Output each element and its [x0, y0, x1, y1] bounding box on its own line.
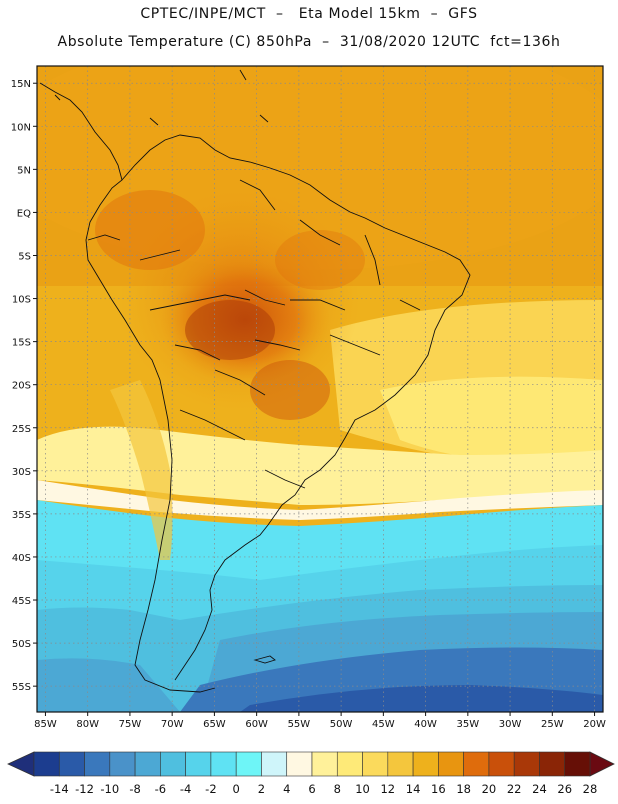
lat-tick-label: 15S: [12, 338, 31, 349]
map-title-line-1: CPTEC/INPE/MCT – Eta Model 15km – GFS: [140, 6, 478, 22]
colorbar-label: -8: [129, 782, 140, 796]
colorbar-swatch: [311, 751, 338, 777]
colorbar-swatch: [134, 751, 161, 777]
colorbar-swatch: [160, 751, 186, 777]
colorbar-label: 12: [380, 782, 395, 796]
colorbar-label: 6: [308, 782, 315, 796]
colorbar-swatch: [513, 751, 540, 777]
colorbar-swatch: [185, 751, 212, 777]
map-title-line-2: Absolute Temperature (C) 850hPa – 31/08/…: [57, 34, 561, 50]
lon-tick-label: 25W: [541, 719, 564, 730]
colorbar-swatch: [463, 751, 490, 777]
colorbar-swatch: [387, 751, 414, 777]
lat-tick-label: 10S: [12, 295, 31, 306]
colorbar-label: 24: [532, 782, 547, 796]
colorbar-label: -6: [155, 782, 166, 796]
lat-tick-label: 5S: [18, 251, 31, 262]
lat-tick-label: 40S: [12, 553, 31, 564]
colorbar-label: 18: [456, 782, 471, 796]
colorbar-label: 4: [283, 782, 290, 796]
colorbar-swatch: [438, 751, 464, 777]
colorbar-label: -10: [100, 782, 119, 796]
colorbar-swatch: [210, 751, 237, 777]
lon-tick-label: 55W: [288, 719, 311, 730]
colorbar-swatch: [261, 751, 288, 777]
longitude-labels: 85W 80W 75W 70W 65W 60W 55W 50W 45W 40W 35W 30W 25W 2…: [34, 712, 606, 730]
colorbar-swatch: [58, 751, 85, 777]
lon-tick-label: 70W: [161, 719, 184, 730]
colorbar-label: 8: [334, 782, 341, 796]
temperature-field: [37, 66, 603, 712]
colorbar-label: 20: [482, 782, 497, 796]
colorbar-label: 26: [557, 782, 572, 796]
colorbar-label: -12: [75, 782, 94, 796]
field-pale-band: [37, 426, 603, 505]
lat-tick-label: 20S: [12, 381, 31, 392]
colorbar-label: -2: [205, 782, 216, 796]
colorbar-swatch: [488, 751, 515, 777]
lat-tick-label: 25S: [12, 424, 31, 435]
lon-tick-label: 65W: [203, 719, 226, 730]
colorbar-label: 10: [355, 782, 370, 796]
lat-tick-label: 30S: [12, 467, 31, 478]
colorbar-label: 14: [406, 782, 421, 796]
lat-tick-label: 45S: [12, 596, 31, 607]
colorbar-swatch: [235, 751, 262, 777]
colorbar-swatch: [564, 751, 591, 777]
lon-tick-label: 45W: [372, 719, 395, 730]
colorbar-swatch: [336, 751, 363, 777]
lon-tick-label: 20W: [583, 719, 606, 730]
lat-tick-label: 35S: [12, 510, 31, 521]
colorbar-swatch: [286, 751, 313, 777]
latitude-labels: 15N 10N 5N EQ 5S 10S 15S 20S 25S 30S 35S 40S 45S 50S 5…: [11, 79, 37, 693]
lon-tick-label: 40W: [414, 719, 437, 730]
colorbar-label: 16: [431, 782, 446, 796]
colorbar-swatch: [33, 751, 60, 777]
colorbar-swatch: [109, 751, 136, 777]
lat-tick-label: EQ: [17, 208, 31, 219]
lon-tick-label: 50W: [330, 719, 353, 730]
lat-tick-label: 50S: [12, 639, 31, 650]
colorbar-swatch: [412, 751, 439, 777]
colorbar-high-arrow: [589, 751, 615, 777]
lon-tick-label: 85W: [34, 719, 57, 730]
lat-tick-label: 5N: [17, 165, 31, 176]
colorbar-low-arrow: [7, 751, 35, 777]
lat-tick-label: 55S: [12, 682, 31, 693]
colorbar-swatch: [84, 751, 111, 777]
colorbar-label: 2: [258, 782, 265, 796]
lat-tick-label: 15N: [11, 79, 31, 90]
lat-tick-label: 10N: [11, 122, 31, 133]
lon-tick-label: 60W: [245, 719, 268, 730]
lon-tick-label: 30W: [499, 719, 522, 730]
colorbar-label: 22: [507, 782, 522, 796]
lon-tick-label: 80W: [76, 719, 99, 730]
lon-tick-label: 35W: [457, 719, 480, 730]
colorbar-label: -14: [50, 782, 69, 796]
colorbar-label: -4: [180, 782, 191, 796]
colorbar: -14 -12 -10 -8 -6 -4 -2 0 2 4 6 8 10 12 14 16 18 20 22 24 26…: [7, 751, 615, 796]
colorbar-label: 0: [233, 782, 240, 796]
coastlines: [39, 69, 471, 693]
map-frame: [36, 65, 604, 713]
lon-tick-label: 75W: [119, 719, 142, 730]
colorbar-label: 28: [583, 782, 598, 796]
colorbar-swatch: [539, 751, 566, 777]
colorbar-swatch: [362, 751, 389, 777]
